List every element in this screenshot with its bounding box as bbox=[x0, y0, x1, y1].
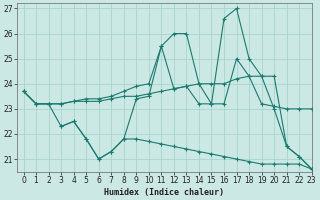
X-axis label: Humidex (Indice chaleur): Humidex (Indice chaleur) bbox=[105, 188, 225, 197]
